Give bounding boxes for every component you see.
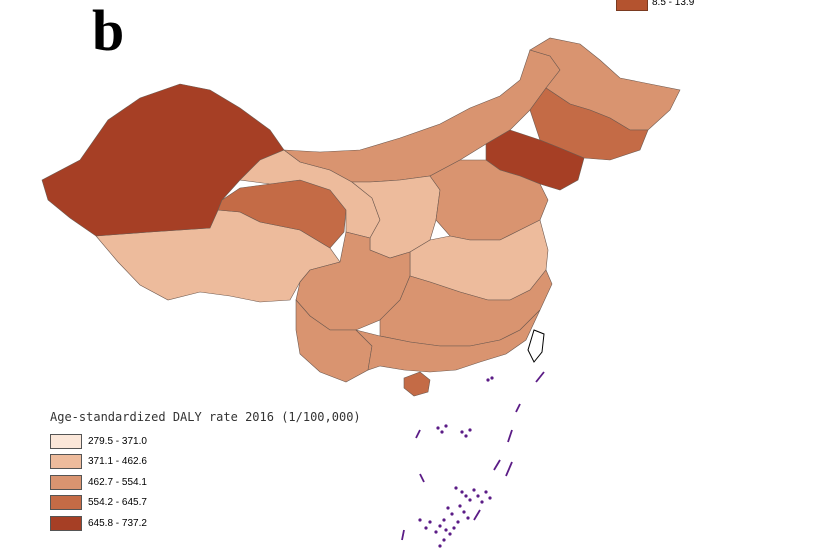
- island-dot: [418, 518, 422, 522]
- island-dot: [468, 428, 472, 432]
- island-dot: [448, 532, 452, 536]
- top-legend-entry: 8.5 - 13.9: [616, 0, 694, 11]
- legend-label: 645.8 - 737.2: [88, 517, 147, 529]
- boundary-dash: [493, 459, 501, 471]
- south-china-sea-islands: [418, 376, 494, 548]
- island-dot: [480, 500, 484, 504]
- island-dot: [434, 530, 438, 534]
- island-dot: [444, 528, 448, 532]
- island-dot: [464, 434, 468, 438]
- legend: Age-standardized DALY rate 2016 (1/100,0…: [50, 410, 361, 534]
- boundary-dash: [535, 371, 545, 383]
- legend-label: 554.2 - 645.7: [88, 497, 147, 509]
- boundary-dash: [401, 529, 405, 541]
- island-dot: [456, 520, 460, 524]
- legend-swatch: [50, 474, 82, 490]
- region-taiwan: [527, 329, 545, 363]
- legend-label: 279.5 - 371.0: [88, 435, 147, 447]
- legend-item: 554.2 - 645.7: [50, 493, 361, 514]
- island-dot: [458, 504, 462, 508]
- island-dot: [484, 490, 488, 494]
- island-dot: [428, 520, 432, 524]
- boundary-dash: [515, 403, 521, 413]
- legend-item: 645.8 - 737.2: [50, 513, 361, 534]
- island-dot: [468, 498, 472, 502]
- nine-dash-line: [401, 371, 545, 541]
- legend-title: Age-standardized DALY rate 2016 (1/100,0…: [50, 410, 361, 424]
- island-dot: [438, 544, 442, 548]
- island-dot: [476, 494, 480, 498]
- boundary-dash: [473, 509, 481, 521]
- island-dot: [442, 518, 446, 522]
- boundary-dash: [505, 461, 513, 477]
- island-dot: [460, 490, 464, 494]
- province-layer: [41, 37, 681, 397]
- island-dot: [464, 494, 468, 498]
- boundary-dash: [419, 473, 425, 483]
- boundary-dash: [415, 429, 421, 439]
- island-dot: [444, 424, 448, 428]
- legend-items: 279.5 - 371.0 371.1 - 462.6 462.7 - 554.1 5…: [50, 431, 361, 534]
- island-dot: [490, 376, 494, 380]
- island-dot: [440, 430, 444, 434]
- island-dot: [460, 430, 464, 434]
- island-dot: [442, 538, 446, 542]
- island-dot: [446, 506, 450, 510]
- island-dot: [472, 488, 476, 492]
- island-dot: [454, 486, 458, 490]
- island-dot: [466, 516, 470, 520]
- legend-swatch: [50, 495, 82, 511]
- island-dot: [436, 426, 440, 430]
- top-legend-label: 8.5 - 13.9: [652, 0, 695, 8]
- island-dot: [452, 526, 456, 530]
- region-liaoning: [485, 129, 585, 191]
- legend-swatch: [50, 454, 82, 470]
- panel-label: b: [92, 0, 125, 63]
- legend-item: 371.1 - 462.6: [50, 452, 361, 473]
- island-dot: [424, 526, 428, 530]
- boundary-dash: [507, 429, 513, 443]
- island-dot: [450, 512, 454, 516]
- legend-label: 462.7 - 554.1: [88, 476, 147, 488]
- island-dot: [438, 524, 442, 528]
- legend-swatch: [50, 433, 82, 449]
- region-south: [355, 309, 541, 373]
- legend-swatch: [50, 515, 82, 531]
- legend-item: 462.7 - 554.1: [50, 472, 361, 493]
- island-dot: [486, 378, 490, 382]
- top-legend-swatch: [616, 0, 648, 11]
- legend-item: 279.5 - 371.0: [50, 431, 361, 452]
- island-dot: [462, 510, 466, 514]
- region-hainan: [403, 371, 431, 397]
- legend-label: 371.1 - 462.6: [88, 456, 147, 468]
- island-dot: [488, 496, 492, 500]
